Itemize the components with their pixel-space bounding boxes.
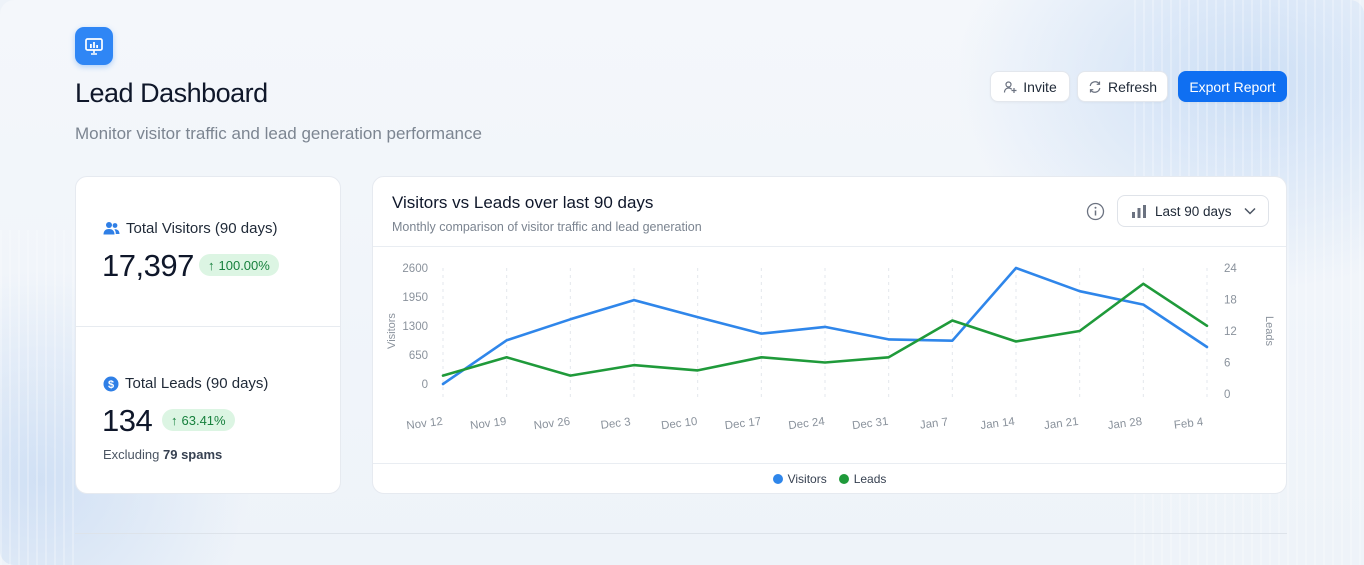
x-tick-label: Dec 24 bbox=[788, 416, 826, 432]
legend-item-leads[interactable]: Leads bbox=[838, 472, 887, 486]
chart-title: Visitors vs Leads over last 90 days bbox=[392, 193, 654, 212]
total-leads-label-text: Total Leads (90 days) bbox=[125, 375, 269, 392]
x-tick-label: Dec 31 bbox=[851, 416, 889, 432]
legend-dot-visitors bbox=[772, 474, 783, 484]
info-icon[interactable] bbox=[1086, 202, 1105, 221]
x-tick-label: Jan 28 bbox=[1107, 416, 1143, 432]
invite-button-label: Invite bbox=[1023, 78, 1057, 95]
left-tick-label: 1950 bbox=[402, 292, 428, 304]
left-tick-label: 650 bbox=[409, 350, 428, 362]
right-axis-label: Leads bbox=[1263, 316, 1275, 346]
decorative-stripes-left bbox=[0, 230, 80, 565]
x-tick-label: Dec 3 bbox=[600, 416, 631, 432]
dollar-circle-icon: $ bbox=[103, 376, 119, 391]
bottom-divider bbox=[75, 533, 1287, 534]
chart-card: Visitors vs Leads over last 90 days Mont… bbox=[372, 176, 1287, 494]
right-tick-label: 0 bbox=[1224, 389, 1230, 401]
total-visitors-value: 17,397 bbox=[102, 248, 194, 283]
legend-dot-leads bbox=[838, 474, 849, 484]
svg-text:$: $ bbox=[108, 379, 114, 391]
refresh-button[interactable]: Refresh bbox=[1077, 71, 1168, 102]
left-tick-label: 1300 bbox=[402, 321, 428, 333]
chart-header-divider bbox=[373, 246, 1286, 247]
legend-label-leads: Leads bbox=[853, 472, 887, 486]
x-tick-label: Feb 4 bbox=[1173, 416, 1204, 432]
chevron-down-icon bbox=[1244, 207, 1256, 215]
spam-note-prefix: Excluding bbox=[103, 447, 160, 462]
total-visitors-label: Total Visitors (90 days) bbox=[103, 220, 277, 237]
spam-note-value: 79 spams bbox=[163, 447, 223, 462]
refresh-button-label: Refresh bbox=[1107, 78, 1158, 95]
left-axis-label: Visitors bbox=[386, 313, 398, 349]
x-tick-label: Jan 14 bbox=[980, 416, 1016, 432]
x-tick-label: Dec 10 bbox=[660, 416, 698, 432]
leads-change-badge: ↑ 63.41% bbox=[162, 409, 235, 431]
spam-note: Excluding 79 spams bbox=[103, 447, 222, 462]
line-chart: 2600 1950 1300 650 0 24 18 12 6 0 Visitors Leads Nov… bbox=[386, 263, 1275, 432]
page-title: Lead Dashboard bbox=[75, 78, 268, 108]
invite-button[interactable]: Invite bbox=[990, 71, 1070, 102]
right-tick-label: 12 bbox=[1224, 326, 1237, 338]
chart-legend: Visitors Leads bbox=[373, 472, 1286, 486]
user-plus-icon bbox=[1004, 80, 1017, 93]
chart-footer-divider bbox=[373, 463, 1286, 464]
x-tick-label: Nov 26 bbox=[533, 416, 571, 432]
x-tick-label: Nov 12 bbox=[406, 416, 444, 432]
right-tick-label: 18 bbox=[1224, 295, 1237, 307]
arrow-up-icon: ↑ bbox=[171, 412, 178, 428]
series-line-leads bbox=[441, 282, 1209, 377]
date-range-select[interactable]: Last 90 days bbox=[1117, 195, 1269, 227]
total-visitors-label-text: Total Visitors (90 days) bbox=[126, 220, 278, 237]
stats-divider bbox=[76, 326, 340, 327]
legend-label-visitors: Visitors bbox=[787, 472, 827, 486]
left-tick-label: 0 bbox=[422, 379, 428, 391]
legend-item-visitors[interactable]: Visitors bbox=[772, 472, 827, 486]
x-tick-label: Jan 7 bbox=[919, 416, 948, 431]
arrow-up-icon: ↑ bbox=[208, 257, 215, 273]
visitors-change-badge: ↑ 100.00% bbox=[199, 254, 279, 276]
presentation-chart-icon bbox=[75, 27, 113, 65]
leads-change-value: 63.41% bbox=[181, 412, 226, 428]
export-report-button[interactable]: Export Report bbox=[1178, 71, 1287, 102]
series-line-visitors bbox=[441, 266, 1209, 386]
visitors-change-value: 100.00% bbox=[218, 257, 270, 273]
users-icon bbox=[103, 222, 120, 235]
date-range-label: Last 90 days bbox=[1155, 203, 1232, 219]
refresh-icon bbox=[1089, 80, 1101, 93]
total-leads-label: $ Total Leads (90 days) bbox=[103, 375, 268, 392]
left-tick-label: 2600 bbox=[402, 263, 428, 275]
x-tick-label: Jan 21 bbox=[1043, 416, 1079, 432]
right-tick-label: 6 bbox=[1224, 358, 1230, 370]
chart-subtitle: Monthly comparison of visitor traffic an… bbox=[392, 220, 702, 234]
stats-card: Total Visitors (90 days) 17,397 ↑ 100.00… bbox=[75, 176, 341, 494]
bar-chart-icon bbox=[1132, 204, 1146, 218]
page-subtitle: Monitor visitor traffic and lead generat… bbox=[75, 124, 482, 143]
right-tick-label: 24 bbox=[1224, 263, 1237, 275]
total-leads-value: 134 bbox=[102, 403, 153, 438]
x-tick-label: Nov 19 bbox=[469, 416, 507, 432]
x-tick-label: Dec 17 bbox=[724, 416, 762, 432]
